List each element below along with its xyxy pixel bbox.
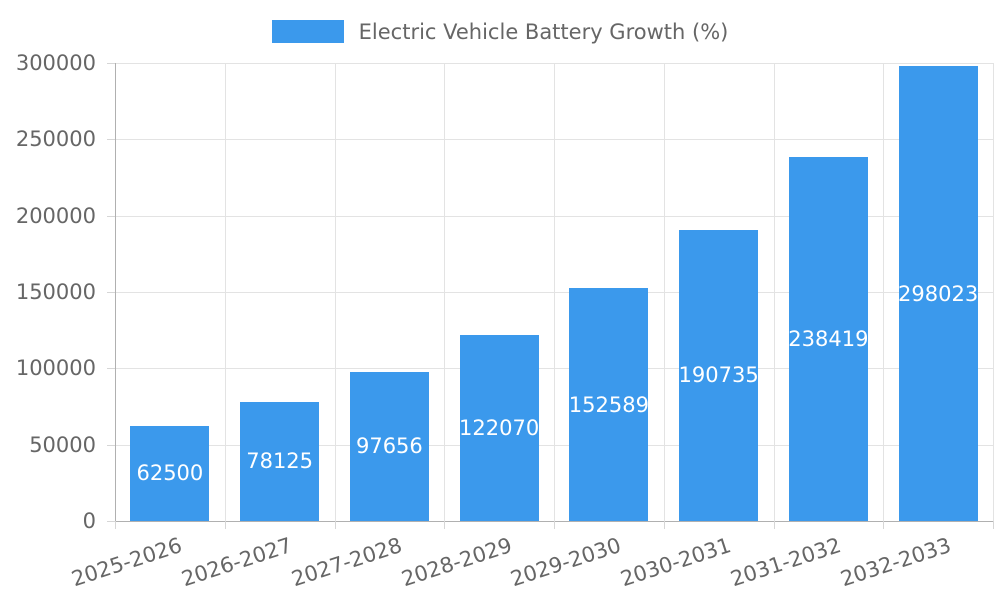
x-tick-label: 2032-2033 [837,533,954,592]
gridline-vertical [773,63,775,521]
bar-2025-2026[interactable]: 62500 [130,425,210,521]
y-tick-mark [107,139,115,141]
bar-value-label: 122070 [459,415,540,440]
y-tick-mark [107,63,115,64]
bar-2031-2032[interactable]: 238419 [788,157,869,521]
y-tick-mark [107,368,115,370]
bar-2032-2033[interactable]: 298023 [898,66,979,521]
y-tick-label: 250000 [15,127,96,152]
x-tick-mark [115,521,116,529]
bar-2030-2031[interactable]: 190735 [678,229,759,521]
y-tick-label: 0 [82,509,96,533]
gridline-vertical [663,63,665,521]
x-tick-mark [663,521,665,529]
x-tick-mark [993,521,994,529]
bar-2026-2027[interactable]: 78125 [240,401,320,521]
gridline-vertical [224,63,226,521]
x-tick-label: 2030-2031 [617,533,735,592]
bar-value-label: 62500 [136,461,204,486]
bar-2028-2029[interactable]: 122070 [459,334,540,521]
gridline-vertical [334,63,336,521]
bar-value-label: 190735 [678,363,759,388]
y-axis-line [115,63,116,522]
y-tick-mark [107,444,115,446]
x-tick-mark [883,521,885,529]
x-tick-label: 2029-2030 [508,533,625,592]
gridline-vertical [444,63,446,521]
plot-area: 62500 78125 97656 122070 152589 190735 238419 2… [115,63,994,521]
x-tick-label: 2028-2029 [398,533,515,592]
bar-value-label: 238419 [788,326,869,351]
legend-item[interactable]: Electric Vehicle Battery Growth (%) [0,19,1000,44]
bar-value-label: 152589 [568,392,649,417]
y-tick-mark [107,215,115,217]
x-tick-mark [773,521,775,529]
y-tick-label: 200000 [15,203,96,228]
y-tick-mark [107,292,115,293]
bar-2029-2030[interactable]: 152589 [568,288,649,521]
x-tick-mark [554,521,555,529]
bar-2027-2028[interactable]: 97656 [349,371,429,521]
x-tick-label: 2031-2032 [727,533,844,592]
legend-label: Electric Vehicle Battery Growth (%) [358,19,729,44]
x-tick-label: 2027-2028 [288,533,405,592]
bar-value-label: 97656 [355,434,423,459]
x-tick-label: 2025-2026 [69,533,186,592]
gridline-vertical [993,63,994,521]
y-tick-label: 100000 [15,356,96,381]
y-tick-label: 150000 [15,280,96,304]
legend-swatch [271,20,344,43]
x-tick-mark [334,521,336,529]
bar-value-label: 78125 [246,449,314,474]
y-tick-label: 300000 [15,51,96,75]
gridline-vertical [883,63,885,521]
x-tick-label: 2026-2027 [178,533,296,592]
y-tick-mark [107,521,115,522]
x-tick-mark [444,521,446,529]
bar-value-label: 298023 [898,281,979,306]
x-tick-mark [224,521,226,529]
y-tick-label: 50000 [29,432,96,457]
gridline-vertical [554,63,555,521]
